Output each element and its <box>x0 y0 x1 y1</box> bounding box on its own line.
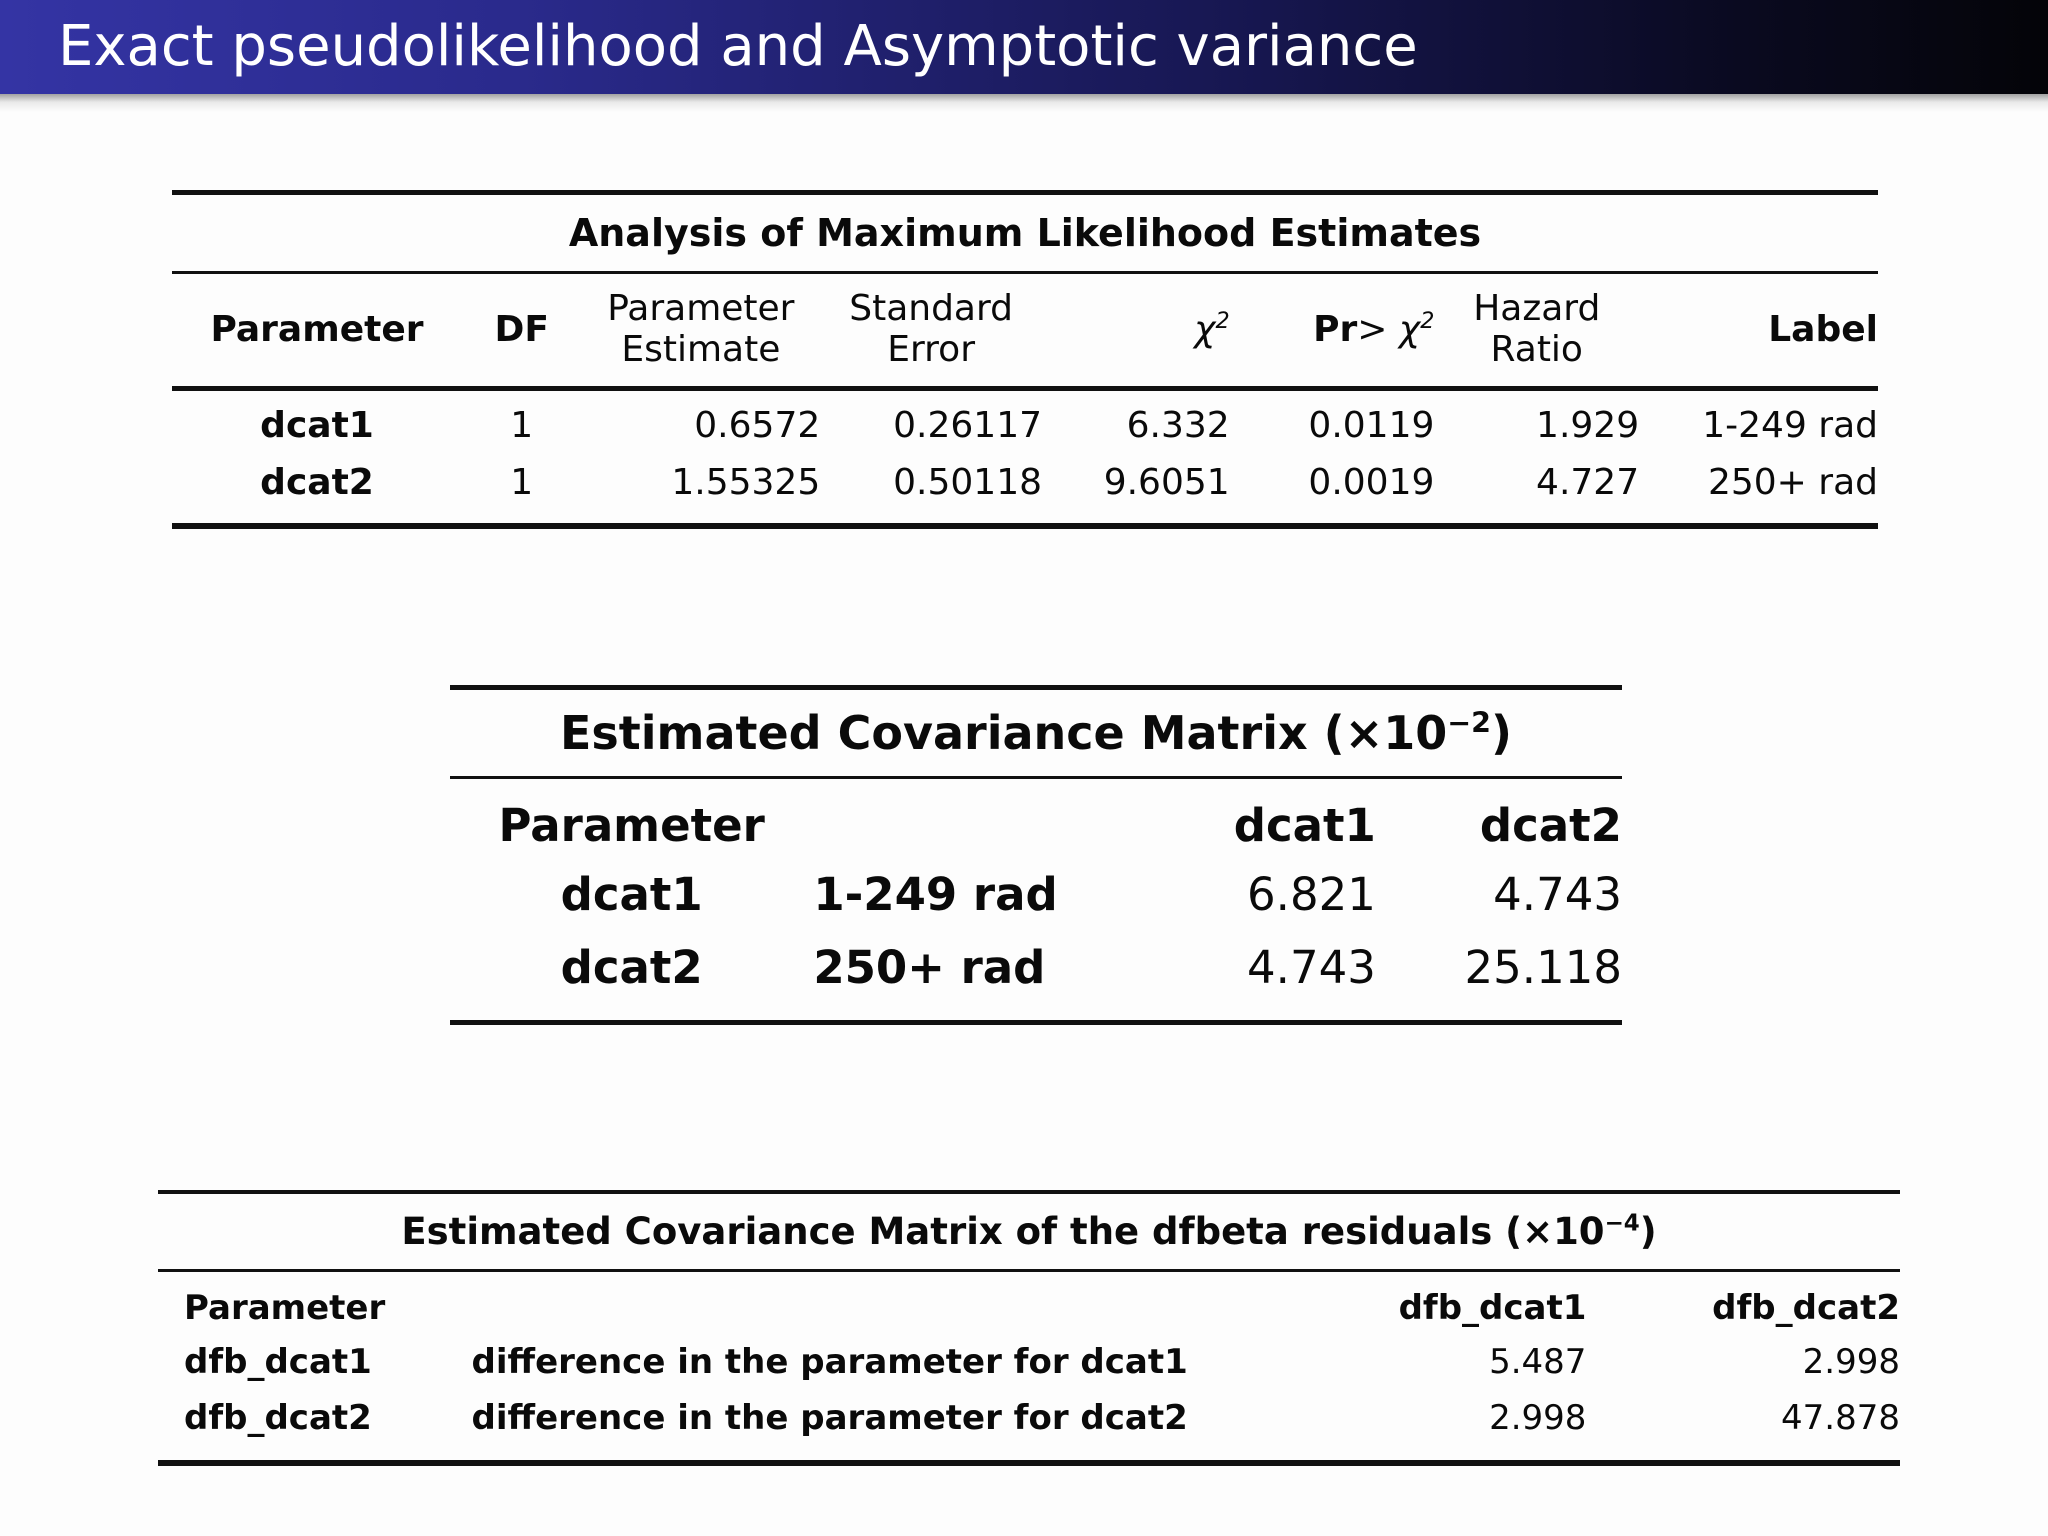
table-header-row: Parameter dfb_dcat1 dfb_dcat2 <box>158 1271 1900 1335</box>
table-row: dcat2 250+ rad 4.743 25.118 <box>450 931 1622 1025</box>
dfbeta-covariance-table: Estimated Covariance Matrix of the dfbet… <box>158 1190 1900 1466</box>
mle-table-title: Analysis of Maximum Likelihood Estimates <box>172 190 1878 274</box>
cell-parameter: dcat1 <box>260 405 374 446</box>
cell-df: 1 <box>462 454 582 529</box>
cell-dcat2: 25.118 <box>1375 931 1622 1025</box>
cell-dfb-dcat1: 5.487 <box>1489 1342 1587 1382</box>
col-header-df: DF <box>462 272 582 391</box>
table-row: dcat2 1 1.55325 0.50118 9.6051 0.0019 4.… <box>172 454 1878 529</box>
cell-dcat1: 6.821 <box>1247 868 1376 921</box>
mle-table: Analysis of Maximum Likelihood Estimates… <box>172 190 1878 529</box>
cell-parameter: dcat2 <box>172 454 463 529</box>
table-header-row: Parameter dcat1 dcat2 <box>450 778 1622 859</box>
table-row: dfb_dcat1 difference in the parameter fo… <box>158 1334 1900 1390</box>
cell-estimate: 1.55325 <box>581 454 821 529</box>
cell-name: dcat1 <box>560 868 703 921</box>
table-header-row: Parameter DF Parameter Estimate Standard… <box>172 272 1878 391</box>
covariance-table-title: Estimated Covariance Matrix (×10−2) <box>450 685 1622 779</box>
cell-hazard: 1.929 <box>1536 405 1640 446</box>
cell-name: dcat2 <box>450 931 814 1025</box>
col-header-dcat1: dcat1 <box>1233 799 1376 852</box>
col-header-hazard: Hazard Ratio <box>1434 272 1640 391</box>
col-header-dcat2: dcat2 <box>1479 799 1622 852</box>
col-header-dfb-dcat1: dfb_dcat1 <box>1398 1288 1587 1328</box>
col-header-chisq: χ2 <box>1042 272 1230 391</box>
cell-label: 250+ rad <box>813 931 1142 1025</box>
cell-chisq: 6.332 <box>1126 405 1230 446</box>
cell-pr: 0.0119 <box>1308 405 1435 446</box>
frame-title: Exact pseudolikelihood and Asymptotic va… <box>58 14 1418 79</box>
col-header-stderr: Standard Error <box>820 272 1043 391</box>
col-header-parameter: Parameter <box>498 799 765 852</box>
cell-dfb-dcat1: 2.998 <box>1307 1390 1587 1466</box>
frame-title-bar: Exact pseudolikelihood and Asymptotic va… <box>0 0 2048 94</box>
col-header-pr-chisq: Pr> χ2 <box>1229 272 1435 391</box>
cell-dfb-dcat2: 2.998 <box>1802 1342 1900 1382</box>
cell-hazard: 4.727 <box>1434 454 1640 529</box>
col-header-label: Label <box>1639 272 1878 391</box>
cell-estimate: 0.6572 <box>694 405 821 446</box>
table-title-row: Analysis of Maximum Likelihood Estimates <box>172 190 1878 274</box>
cell-description: difference in the parameter for dcat2 <box>471 1390 1308 1466</box>
cell-description: difference in the parameter for dcat1 <box>471 1342 1188 1382</box>
table-title-row: Estimated Covariance Matrix of the dfbet… <box>158 1190 1900 1272</box>
col-header-blank <box>472 1271 1308 1335</box>
col-header-parameter: Parameter <box>172 272 463 391</box>
cell-dcat2: 4.743 <box>1493 868 1622 921</box>
table-row: dcat1 1 0.6572 0.26117 6.332 0.0119 1.92… <box>172 389 1878 455</box>
cell-name: dfb_dcat1 <box>184 1342 372 1382</box>
col-header-dfb-dcat2: dfb_dcat2 <box>1712 1288 1900 1328</box>
title-bar-shadow <box>0 94 2048 112</box>
cell-df: 1 <box>510 405 534 446</box>
col-header-blank <box>813 778 1141 859</box>
col-header-estimate: Parameter Estimate <box>581 272 821 391</box>
cell-name: dfb_dcat2 <box>158 1390 472 1466</box>
cell-stderr: 0.50118 <box>820 454 1043 529</box>
cell-dfb-dcat2: 47.878 <box>1586 1390 1900 1466</box>
col-header-parameter: Parameter <box>184 1288 386 1328</box>
cell-chisq: 9.6051 <box>1042 454 1230 529</box>
table-title-row: Estimated Covariance Matrix (×10−2) <box>450 685 1622 779</box>
table-row: dfb_dcat2 difference in the parameter fo… <box>158 1390 1900 1466</box>
cell-stderr: 0.26117 <box>893 405 1043 446</box>
cell-pr: 0.0019 <box>1229 454 1435 529</box>
cell-dcat1: 4.743 <box>1141 931 1376 1025</box>
table-row: dcat1 1-249 rad 6.821 4.743 <box>450 858 1622 931</box>
cell-label: 1-249 rad <box>1702 405 1878 446</box>
cell-label: 250+ rad <box>1639 454 1878 529</box>
cell-label: 1-249 rad <box>813 868 1058 921</box>
dfbeta-table-title: Estimated Covariance Matrix of the dfbet… <box>158 1190 1900 1272</box>
covariance-matrix-table: Estimated Covariance Matrix (×10−2) Para… <box>450 685 1622 1025</box>
